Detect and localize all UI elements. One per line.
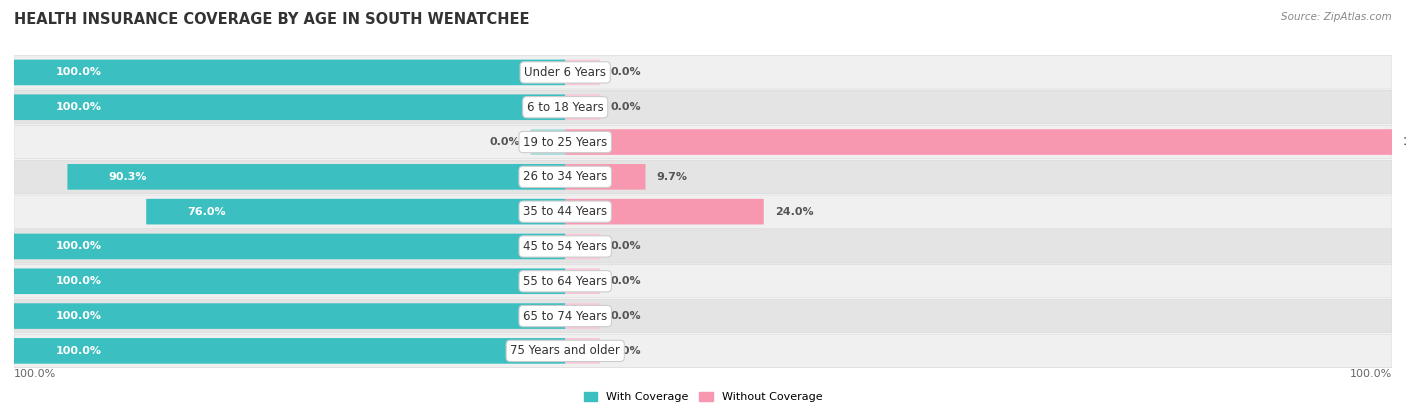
Text: 100.0%: 100.0% [14, 369, 56, 378]
Text: 100.0%: 100.0% [55, 311, 101, 321]
FancyBboxPatch shape [530, 129, 565, 155]
Text: 0.0%: 0.0% [610, 311, 641, 321]
Text: 0.0%: 0.0% [489, 137, 520, 147]
Text: HEALTH INSURANCE COVERAGE BY AGE IN SOUTH WENATCHEE: HEALTH INSURANCE COVERAGE BY AGE IN SOUT… [14, 12, 530, 27]
FancyBboxPatch shape [14, 234, 565, 259]
FancyBboxPatch shape [14, 195, 1392, 228]
FancyBboxPatch shape [565, 60, 600, 85]
Text: 100.0%: 100.0% [1350, 369, 1392, 378]
Text: 0.0%: 0.0% [610, 67, 641, 78]
Text: 100.0%: 100.0% [55, 102, 101, 112]
FancyBboxPatch shape [565, 269, 600, 294]
Text: 0.0%: 0.0% [610, 102, 641, 112]
FancyBboxPatch shape [67, 164, 565, 190]
FancyBboxPatch shape [14, 56, 1392, 89]
Text: 100.0%: 100.0% [55, 242, 101, 251]
FancyBboxPatch shape [565, 234, 600, 259]
Text: 0.0%: 0.0% [610, 346, 641, 356]
Text: 100.0%: 100.0% [55, 276, 101, 286]
Text: Source: ZipAtlas.com: Source: ZipAtlas.com [1281, 12, 1392, 22]
FancyBboxPatch shape [14, 264, 1392, 298]
FancyBboxPatch shape [14, 303, 565, 329]
Text: 24.0%: 24.0% [775, 207, 813, 217]
Text: 9.7%: 9.7% [657, 172, 688, 182]
FancyBboxPatch shape [565, 95, 600, 120]
Text: 35 to 44 Years: 35 to 44 Years [523, 205, 607, 218]
FancyBboxPatch shape [14, 125, 1392, 159]
FancyBboxPatch shape [14, 299, 1392, 333]
Text: Under 6 Years: Under 6 Years [524, 66, 606, 79]
Text: 0.0%: 0.0% [610, 242, 641, 251]
FancyBboxPatch shape [14, 95, 565, 120]
Text: 45 to 54 Years: 45 to 54 Years [523, 240, 607, 253]
FancyBboxPatch shape [565, 338, 600, 364]
Text: 65 to 74 Years: 65 to 74 Years [523, 310, 607, 322]
FancyBboxPatch shape [146, 199, 565, 225]
Text: 6 to 18 Years: 6 to 18 Years [527, 101, 603, 114]
FancyBboxPatch shape [14, 60, 565, 85]
Text: 19 to 25 Years: 19 to 25 Years [523, 136, 607, 149]
FancyBboxPatch shape [14, 334, 1392, 368]
Text: 0.0%: 0.0% [610, 276, 641, 286]
FancyBboxPatch shape [14, 90, 1392, 124]
FancyBboxPatch shape [14, 160, 1392, 193]
FancyBboxPatch shape [14, 338, 565, 364]
FancyBboxPatch shape [14, 230, 1392, 263]
Text: 100.0%: 100.0% [55, 67, 101, 78]
Text: 26 to 34 Years: 26 to 34 Years [523, 170, 607, 183]
FancyBboxPatch shape [14, 269, 565, 294]
FancyBboxPatch shape [565, 303, 600, 329]
Text: 55 to 64 Years: 55 to 64 Years [523, 275, 607, 288]
Text: 76.0%: 76.0% [187, 207, 226, 217]
Text: 100.0%: 100.0% [55, 346, 101, 356]
FancyBboxPatch shape [565, 164, 645, 190]
Legend: With Coverage, Without Coverage: With Coverage, Without Coverage [579, 388, 827, 407]
FancyBboxPatch shape [565, 129, 1392, 155]
Text: 75 Years and older: 75 Years and older [510, 344, 620, 357]
Text: 100.0%: 100.0% [1403, 137, 1406, 147]
FancyBboxPatch shape [565, 199, 763, 225]
Text: 90.3%: 90.3% [108, 172, 148, 182]
